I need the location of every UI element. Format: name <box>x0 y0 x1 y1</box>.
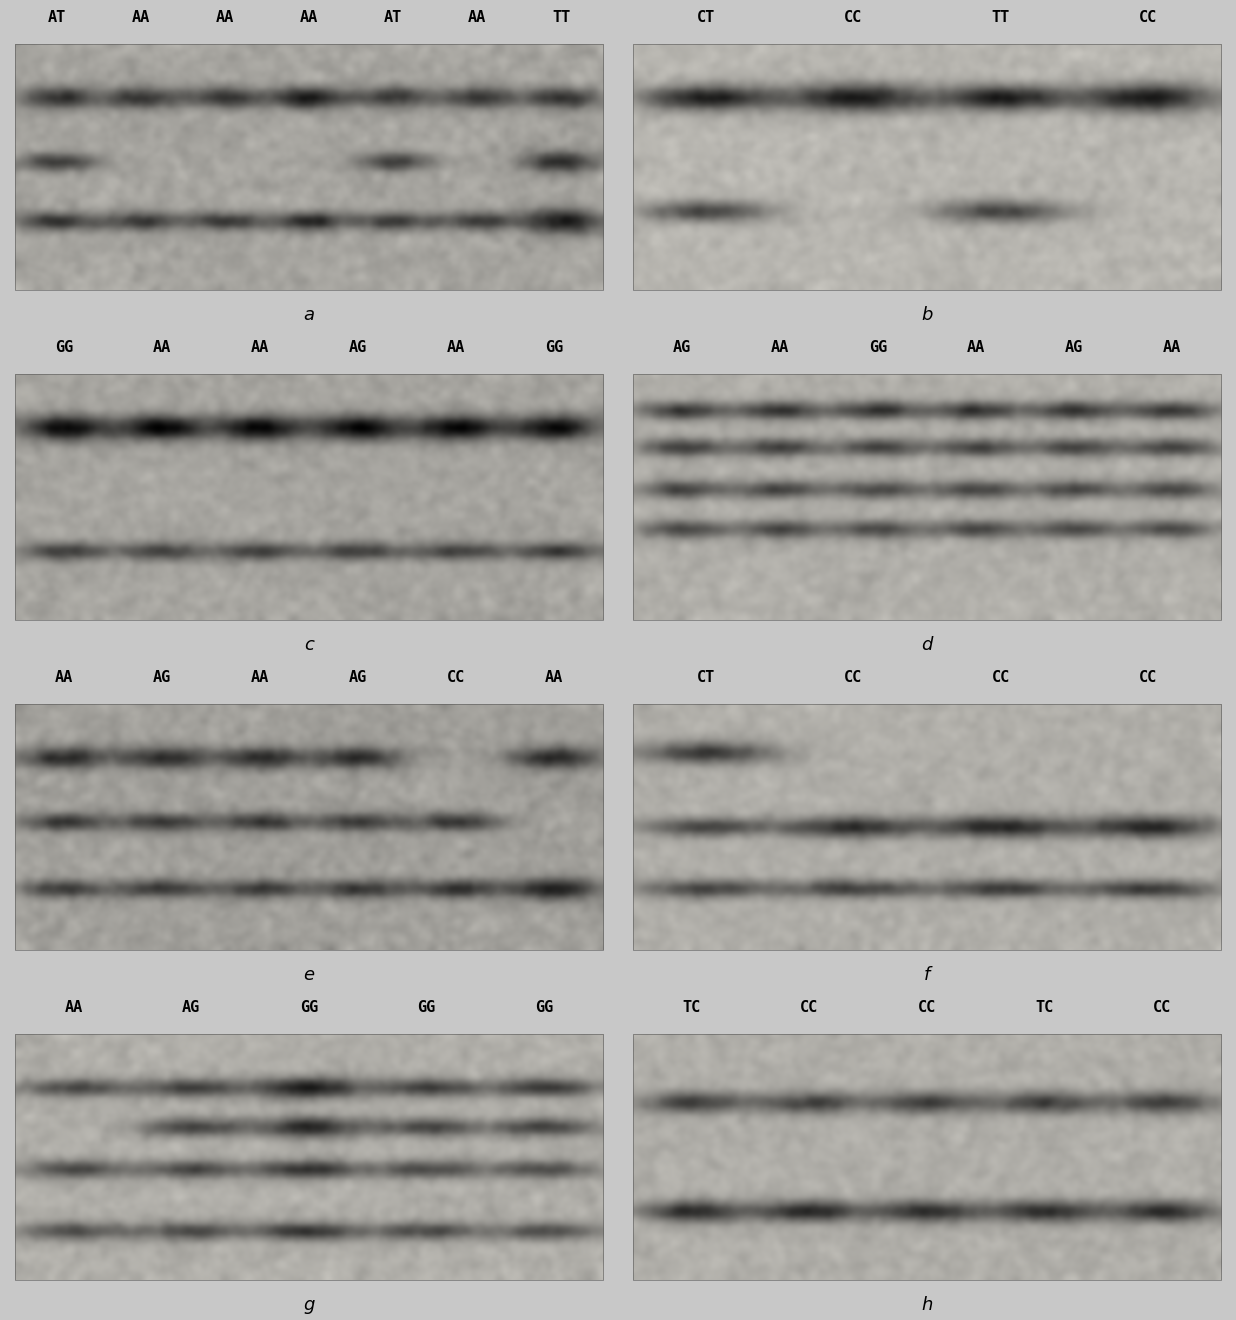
Text: g: g <box>303 1296 315 1315</box>
Text: GG: GG <box>300 1001 318 1015</box>
Text: b: b <box>921 306 933 325</box>
Text: AA: AA <box>251 671 269 685</box>
Text: TT: TT <box>552 11 570 25</box>
Text: GG: GG <box>54 341 73 355</box>
Text: AA: AA <box>468 11 486 25</box>
Text: AA: AA <box>300 11 318 25</box>
Text: AT: AT <box>48 11 66 25</box>
Text: GG: GG <box>418 1001 436 1015</box>
Text: AA: AA <box>447 341 465 355</box>
Text: GG: GG <box>869 341 887 355</box>
Text: h: h <box>921 1296 933 1315</box>
Text: TC: TC <box>1036 1001 1054 1015</box>
Text: TT: TT <box>991 11 1010 25</box>
Text: c: c <box>304 636 314 655</box>
Text: CC: CC <box>447 671 465 685</box>
Text: TC: TC <box>682 1001 701 1015</box>
Text: AA: AA <box>545 671 564 685</box>
Text: AA: AA <box>1163 341 1182 355</box>
Text: AA: AA <box>967 341 985 355</box>
Text: AA: AA <box>216 11 234 25</box>
Text: AG: AG <box>182 1001 200 1015</box>
Text: AG: AG <box>672 341 691 355</box>
Text: CT: CT <box>697 671 716 685</box>
Text: AA: AA <box>153 341 171 355</box>
Text: CC: CC <box>918 1001 936 1015</box>
Text: AG: AG <box>153 671 171 685</box>
Text: a: a <box>304 306 314 325</box>
Text: AG: AG <box>349 671 367 685</box>
Text: CC: CC <box>1138 11 1157 25</box>
Text: AA: AA <box>64 1001 83 1015</box>
Text: CC: CC <box>1138 671 1157 685</box>
Text: AT: AT <box>384 11 402 25</box>
Text: AG: AG <box>1065 341 1083 355</box>
Text: AA: AA <box>132 11 150 25</box>
Text: CC: CC <box>844 11 863 25</box>
Text: CC: CC <box>844 671 863 685</box>
Text: AA: AA <box>54 671 73 685</box>
Text: e: e <box>303 966 315 985</box>
Text: AA: AA <box>251 341 269 355</box>
Text: GG: GG <box>535 1001 554 1015</box>
Text: GG: GG <box>545 341 564 355</box>
Text: AG: AG <box>349 341 367 355</box>
Text: CC: CC <box>1153 1001 1172 1015</box>
Text: CC: CC <box>991 671 1010 685</box>
Text: d: d <box>921 636 933 655</box>
Text: AA: AA <box>771 341 789 355</box>
Text: CT: CT <box>697 11 716 25</box>
Text: CC: CC <box>800 1001 818 1015</box>
Text: f: f <box>923 966 931 985</box>
